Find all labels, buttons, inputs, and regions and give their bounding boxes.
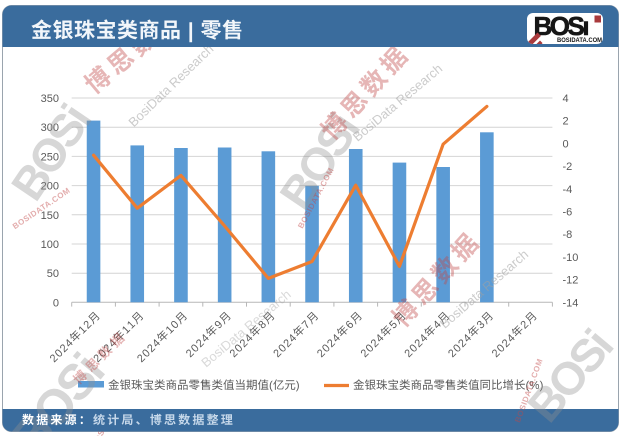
svg-text:-2: -2: [563, 161, 573, 173]
svg-text:-12: -12: [563, 275, 579, 287]
svg-text:BOSı: BOSı: [534, 11, 590, 41]
svg-text:-6: -6: [563, 207, 573, 219]
svg-text:2: 2: [563, 116, 569, 128]
svg-text:50: 50: [47, 268, 59, 280]
svg-text:100: 100: [41, 239, 59, 251]
svg-text:300: 300: [41, 122, 59, 134]
svg-text:0: 0: [563, 138, 569, 150]
svg-text:0: 0: [53, 297, 59, 309]
svg-text:150: 150: [41, 210, 59, 222]
svg-text:350: 350: [41, 93, 59, 105]
svg-text:-8: -8: [563, 229, 573, 241]
svg-text:-10: -10: [563, 252, 579, 264]
svg-text:4: 4: [563, 93, 569, 105]
svg-text:BOSIDATA.COM: BOSIDATA.COM: [557, 37, 602, 44]
svg-text:-14: -14: [563, 297, 579, 309]
svg-text:250: 250: [41, 151, 59, 163]
svg-text:-4: -4: [563, 184, 573, 196]
svg-text:200: 200: [41, 181, 59, 193]
